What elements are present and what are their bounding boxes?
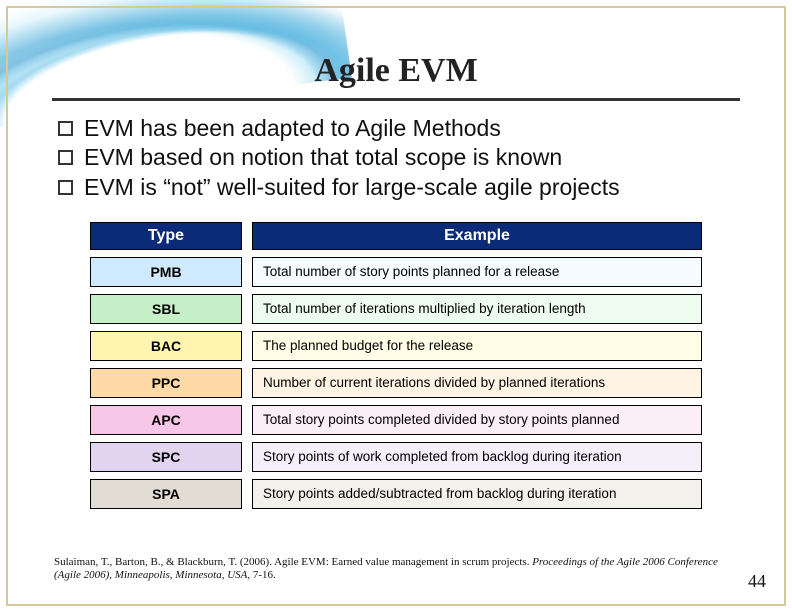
page-title: Agile EVM <box>0 52 792 90</box>
evm-table: Type Example PMB Total number of story p… <box>90 222 702 516</box>
cell-type: APC <box>90 405 242 435</box>
cell-type: PPC <box>90 368 242 398</box>
table-row: BAC The planned budget for the release <box>90 331 702 361</box>
cell-example: Number of current iterations divided by … <box>252 368 702 398</box>
cell-type: SPC <box>90 442 242 472</box>
citation-text: 7-16. <box>250 569 276 581</box>
cell-example: Total number of story points planned for… <box>252 257 702 287</box>
citation: Sulaiman, T., Barton, B., & Blackburn, T… <box>54 556 722 582</box>
title-underline <box>52 98 740 101</box>
bullet-list: EVM has been adapted to Agile Methods EV… <box>54 114 752 202</box>
cell-type: BAC <box>90 331 242 361</box>
cell-type: SPA <box>90 479 242 509</box>
header-type: Type <box>90 222 242 250</box>
bullet-item: EVM based on notion that total scope is … <box>54 143 752 172</box>
cell-example: The planned budget for the release <box>252 331 702 361</box>
cell-type: SBL <box>90 294 242 324</box>
table-row: PPC Number of current iterations divided… <box>90 368 702 398</box>
table-row: PMB Total number of story points planned… <box>90 257 702 287</box>
table-row: APC Total story points completed divided… <box>90 405 702 435</box>
cell-type: PMB <box>90 257 242 287</box>
table-row: SPC Story points of work completed from … <box>90 442 702 472</box>
header-example: Example <box>252 222 702 250</box>
page-number: 44 <box>748 571 766 592</box>
bullet-item: EVM is “not” well-suited for large-scale… <box>54 173 752 202</box>
cell-example: Total story points completed divided by … <box>252 405 702 435</box>
table-header-row: Type Example <box>90 222 702 250</box>
citation-text: Sulaiman, T., Barton, B., & Blackburn, T… <box>54 556 532 568</box>
table-row: SPA Story points added/subtracted from b… <box>90 479 702 509</box>
table-row: SBL Total number of iterations multiplie… <box>90 294 702 324</box>
bullet-item: EVM has been adapted to Agile Methods <box>54 114 752 143</box>
cell-example: Story points of work completed from back… <box>252 442 702 472</box>
cell-example: Total number of iterations multiplied by… <box>252 294 702 324</box>
cell-example: Story points added/subtracted from backl… <box>252 479 702 509</box>
